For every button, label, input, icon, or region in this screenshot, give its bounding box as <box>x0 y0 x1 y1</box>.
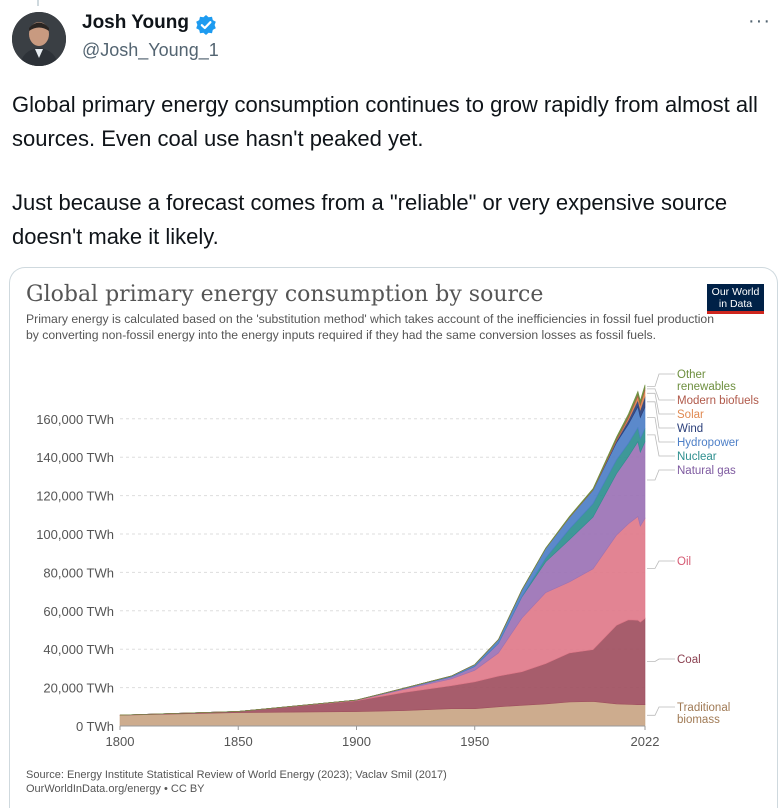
y-tick-label: 40,000 TWh <box>43 642 114 657</box>
legend-label: Oil <box>677 556 691 568</box>
x-tick-label: 1800 <box>106 734 135 749</box>
owid-logo-line-2: in Data <box>718 298 753 310</box>
y-tick-label: 100,000 TWh <box>36 527 114 542</box>
x-tick-label: 1850 <box>224 734 253 749</box>
author-name[interactable]: Josh Young <box>82 12 189 33</box>
owid-logo: Our World in Data <box>707 284 764 314</box>
verified-badge-icon <box>196 15 216 35</box>
legend-connector <box>647 392 675 415</box>
y-tick-label: 120,000 TWh <box>36 489 114 504</box>
stacked-area-chart: 0 TWh 20,000 TWh 40,000 TWh 60,000 TWh 80,00… <box>36 369 759 749</box>
legend-label: Natural gas <box>677 465 736 477</box>
legend-label: Other <box>677 369 706 381</box>
legend-connector <box>647 658 675 662</box>
legend-label: Nuclear <box>677 451 717 463</box>
legend-label: Solar <box>677 409 704 421</box>
more-options-icon[interactable]: ··· <box>748 10 771 32</box>
y-tick-label: 60,000 TWh <box>43 604 114 619</box>
legend-label: Traditional <box>677 702 730 714</box>
x-tick-label: 2022 <box>631 734 660 749</box>
legend-connector <box>647 417 675 443</box>
avatar[interactable] <box>12 12 66 66</box>
legend-label: Coal <box>677 654 701 666</box>
chart-card[interactable]: Global primary energy consumption by sou… <box>9 267 778 808</box>
legend-connector <box>647 401 675 429</box>
chart-title: Global primary energy consumption by sou… <box>26 282 544 307</box>
y-tick-label: 20,000 TWh <box>43 681 114 696</box>
owid-logo-line-1: Our World <box>711 286 760 298</box>
chart-subtitle: Primary energy is calculated based on th… <box>26 312 714 342</box>
tweet-text-paragraph-1: Global primary energy consumption contin… <box>12 92 758 151</box>
y-tick-label: 80,000 TWh <box>43 565 114 580</box>
x-tick-label: 1900 <box>342 734 371 749</box>
chart-url: OurWorldInData.org/energy • CC BY <box>26 783 205 795</box>
author-handle[interactable]: @Josh_Young_1 <box>82 40 219 60</box>
legend-connector <box>647 373 675 387</box>
legend-label: biomass <box>677 714 720 726</box>
legend-label: renewables <box>677 381 736 393</box>
y-tick-label: 160,000 TWh <box>36 412 114 427</box>
y-tick-label: 0 TWh <box>76 719 114 734</box>
legend-connector <box>647 434 675 457</box>
chart-source: Source: Energy Institute Statistical Rev… <box>26 769 447 781</box>
legend-label: Modern biofuels <box>677 395 759 407</box>
legend-connector <box>647 706 675 716</box>
avatar-image <box>12 12 66 66</box>
x-tick-label: 1950 <box>460 734 489 749</box>
y-tick-label: 140,000 TWh <box>36 450 114 465</box>
area-other-renewables <box>119 384 646 716</box>
legend-connector <box>647 388 675 401</box>
chart-footer: Source: Energy Institute Statistical Rev… <box>26 768 447 796</box>
legend-label: Wind <box>677 423 703 435</box>
legend-label: Hydropower <box>677 437 739 449</box>
legend-connector <box>647 469 675 481</box>
thread-line <box>37 0 39 6</box>
tweet-text-paragraph-2: Just because a forecast comes from a "re… <box>12 190 728 249</box>
legend-connector <box>647 560 675 569</box>
